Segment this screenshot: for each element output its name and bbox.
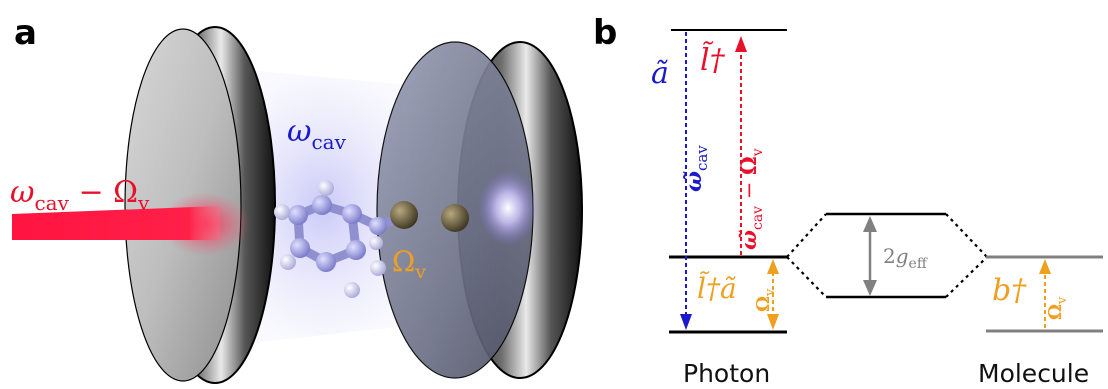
vibration-arrow-left bbox=[767, 259, 779, 330]
panel-b: b ã ω̃cav l̃† ω̃cav − Ωv l̃†ã bbox=[593, 13, 1103, 388]
panel-b-label: b bbox=[593, 13, 617, 53]
l-dagger-label: l̃† bbox=[700, 41, 726, 78]
omega-v-left-label: Ωv bbox=[753, 288, 778, 312]
omega-cav-tilde-label: ω̃cav bbox=[681, 145, 711, 192]
photon-caption: Photon bbox=[683, 359, 770, 388]
b-dagger-label: b† bbox=[992, 273, 1027, 308]
cavity-photon-arrow bbox=[680, 32, 692, 330]
molecule-caption: Molecule bbox=[978, 359, 1089, 388]
molecule bbox=[274, 180, 469, 298]
coupling-label: 2geff bbox=[883, 244, 928, 272]
right-mirror bbox=[376, 41, 583, 379]
omega-v-right-label: Ωv bbox=[1045, 296, 1070, 320]
laser-frequency-label: ωcav − Ωv bbox=[10, 175, 150, 215]
stokes-arrow bbox=[735, 36, 747, 255]
cavity-frequency-label: ωcav bbox=[287, 114, 347, 154]
panel-a: a ωcav − Ωv bbox=[10, 13, 583, 384]
a-tilde-label: ã bbox=[651, 56, 669, 91]
hybridization-lines bbox=[786, 213, 988, 298]
coupling-arrow bbox=[863, 216, 877, 296]
l-dagger-a-label: l̃†ã bbox=[697, 271, 737, 305]
panel-a-label: a bbox=[14, 13, 37, 53]
vibration-frequency-label: Ωv bbox=[392, 245, 426, 283]
vibration-arrow-right bbox=[1039, 259, 1051, 328]
laser-beam bbox=[12, 192, 250, 256]
mirror-light-spot bbox=[478, 170, 538, 246]
omega-difference-label: ω̃cav − Ωv bbox=[736, 148, 766, 250]
